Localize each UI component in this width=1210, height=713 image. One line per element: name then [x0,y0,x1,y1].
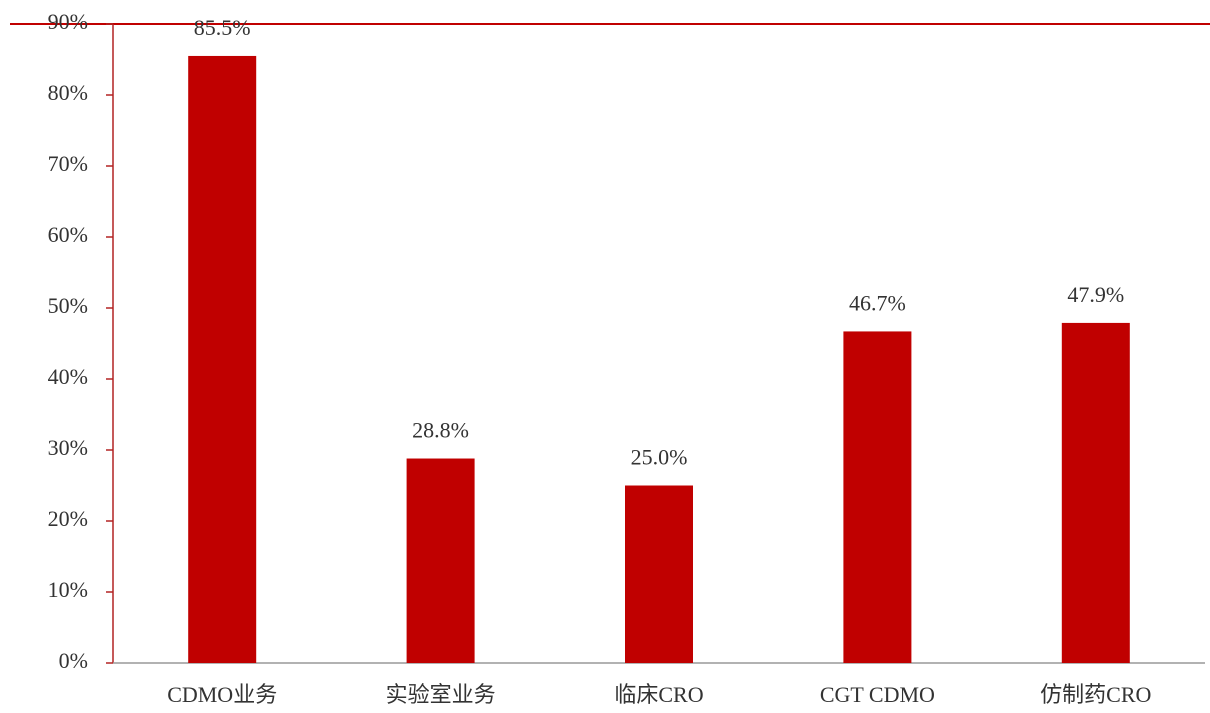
x-tick-label: 实验室业务 [386,682,496,707]
bar [406,458,475,663]
y-tick-label: 60% [48,222,88,247]
y-tick-label: 10% [48,577,88,602]
bar [188,55,257,663]
y-tick-label: 50% [48,293,88,318]
x-tick-label: CGT CDMO [820,682,935,707]
bar [843,331,912,663]
data-label: 47.9% [1067,282,1124,307]
y-tick-label: 0% [59,648,88,673]
data-label: 46.7% [849,290,906,315]
y-tick-label: 80% [48,80,88,105]
data-label: 25.0% [631,445,688,470]
x-tick-label: 仿制药CRO [1040,682,1151,707]
y-tick-label: 70% [48,151,88,176]
y-tick-label: 20% [48,506,88,531]
x-tick-label: 临床CRO [614,682,703,707]
data-label: 85.5% [194,15,251,40]
bar [1061,322,1130,663]
bar [625,485,693,663]
x-tick-label: CDMO业务 [167,682,277,707]
data-label: 28.8% [412,418,469,443]
y-tick-label: 40% [48,364,88,389]
y-tick-label: 90% [48,9,88,34]
y-tick-label: 30% [48,435,88,460]
